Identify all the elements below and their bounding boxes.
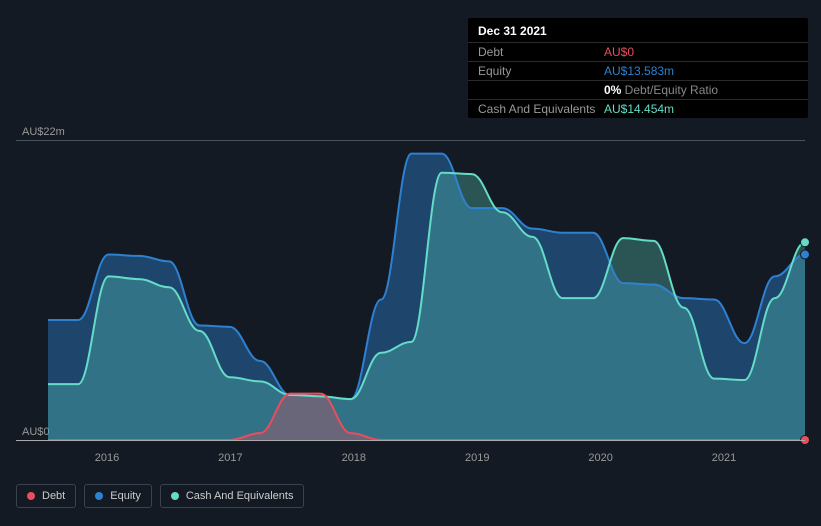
area-chart xyxy=(0,0,821,526)
cash-end-dot xyxy=(801,238,809,246)
x-axis-year-label: 2017 xyxy=(218,452,242,464)
legend-item-debt[interactable]: Debt xyxy=(16,484,76,508)
legend-dot-icon xyxy=(171,492,179,500)
legend-label: Debt xyxy=(42,490,65,502)
chart-legend: Debt Equity Cash And Equivalents xyxy=(16,484,304,508)
x-axis-year-label: 2019 xyxy=(465,452,489,464)
legend-label: Equity xyxy=(110,490,141,502)
x-axis-year-label: 2018 xyxy=(342,452,366,464)
x-axis-year-label: 2021 xyxy=(712,452,736,464)
x-axis-year-label: 2020 xyxy=(588,452,612,464)
x-axis-year-label: 2016 xyxy=(95,452,119,464)
legend-item-cash-and-equivalents[interactable]: Cash And Equivalents xyxy=(160,484,305,508)
legend-dot-icon xyxy=(27,492,35,500)
legend-label: Cash And Equivalents xyxy=(186,490,294,502)
legend-item-equity[interactable]: Equity xyxy=(84,484,152,508)
legend-dot-icon xyxy=(95,492,103,500)
equity-end-dot xyxy=(801,251,809,259)
chart-baseline xyxy=(16,440,805,441)
